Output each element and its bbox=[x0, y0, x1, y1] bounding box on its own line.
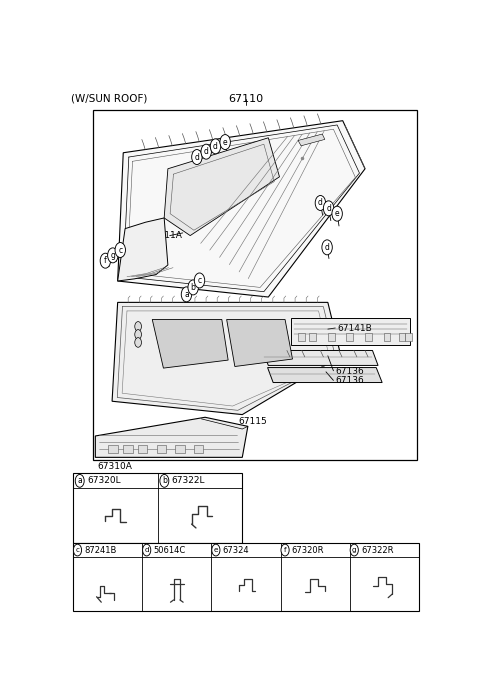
Text: d: d bbox=[318, 198, 323, 208]
Text: d: d bbox=[326, 204, 331, 213]
Circle shape bbox=[281, 544, 289, 556]
Bar bbox=[108, 445, 118, 453]
Circle shape bbox=[181, 287, 192, 302]
Circle shape bbox=[108, 248, 118, 263]
Text: 50614C: 50614C bbox=[154, 545, 186, 555]
Polygon shape bbox=[96, 417, 248, 457]
Polygon shape bbox=[290, 319, 410, 345]
Text: g: g bbox=[110, 251, 115, 260]
Circle shape bbox=[143, 544, 151, 556]
Circle shape bbox=[135, 321, 142, 331]
Polygon shape bbox=[118, 218, 168, 281]
Text: 67324: 67324 bbox=[223, 545, 249, 555]
Text: 67322R: 67322R bbox=[361, 545, 394, 555]
Circle shape bbox=[220, 135, 230, 149]
Text: 67136: 67136 bbox=[335, 367, 364, 376]
Polygon shape bbox=[118, 121, 365, 297]
Circle shape bbox=[210, 139, 221, 154]
Bar bbox=[73, 473, 242, 543]
Circle shape bbox=[324, 201, 334, 216]
Text: b: b bbox=[162, 476, 167, 485]
Circle shape bbox=[192, 149, 202, 164]
Text: g: g bbox=[352, 547, 357, 553]
Circle shape bbox=[135, 330, 142, 339]
Bar bbox=[175, 445, 185, 453]
Polygon shape bbox=[263, 350, 378, 366]
Circle shape bbox=[350, 544, 359, 556]
Text: 67310A: 67310A bbox=[97, 462, 132, 471]
Circle shape bbox=[315, 196, 325, 210]
Text: 67322L: 67322L bbox=[172, 476, 205, 485]
Text: e: e bbox=[335, 209, 339, 218]
Circle shape bbox=[332, 206, 342, 221]
Text: c: c bbox=[197, 276, 202, 285]
Bar bbox=[398, 333, 405, 341]
Text: 67115: 67115 bbox=[239, 416, 267, 425]
Text: e: e bbox=[214, 547, 218, 553]
Bar bbox=[405, 333, 412, 341]
Circle shape bbox=[75, 475, 84, 487]
Circle shape bbox=[212, 544, 220, 556]
Text: a: a bbox=[184, 290, 189, 299]
Bar bbox=[365, 333, 372, 341]
Text: a: a bbox=[77, 476, 82, 485]
Text: 67320L: 67320L bbox=[87, 476, 121, 485]
Polygon shape bbox=[267, 368, 382, 382]
Polygon shape bbox=[112, 303, 341, 414]
Bar bbox=[156, 445, 166, 453]
Bar bbox=[94, 110, 417, 460]
Bar bbox=[347, 333, 353, 341]
Text: 67141B: 67141B bbox=[337, 323, 372, 332]
Text: b: b bbox=[191, 283, 196, 292]
Circle shape bbox=[160, 475, 169, 487]
Text: 67320R: 67320R bbox=[292, 545, 324, 555]
Text: 67111A: 67111A bbox=[147, 231, 182, 240]
Text: d: d bbox=[144, 547, 149, 553]
Circle shape bbox=[201, 144, 211, 159]
Text: c: c bbox=[75, 547, 80, 553]
Bar bbox=[298, 333, 305, 341]
Polygon shape bbox=[164, 138, 279, 235]
Bar bbox=[138, 445, 147, 453]
Bar bbox=[123, 445, 132, 453]
Text: f: f bbox=[284, 547, 286, 553]
Text: d: d bbox=[324, 243, 330, 252]
Bar bbox=[384, 333, 390, 341]
Bar bbox=[73, 543, 419, 611]
Circle shape bbox=[100, 253, 110, 268]
Polygon shape bbox=[298, 134, 325, 146]
Circle shape bbox=[73, 544, 82, 556]
Circle shape bbox=[194, 273, 204, 288]
Circle shape bbox=[322, 240, 332, 255]
Circle shape bbox=[115, 242, 125, 257]
Bar bbox=[328, 333, 335, 341]
Text: e: e bbox=[223, 137, 228, 146]
Text: c: c bbox=[118, 246, 122, 255]
Bar bbox=[194, 445, 203, 453]
Text: f: f bbox=[104, 256, 107, 265]
Bar bbox=[309, 333, 316, 341]
Text: (W/SUN ROOF): (W/SUN ROOF) bbox=[71, 94, 147, 104]
Circle shape bbox=[188, 280, 198, 295]
Text: 67110: 67110 bbox=[228, 94, 264, 104]
Circle shape bbox=[135, 338, 142, 347]
Text: 87241B: 87241B bbox=[84, 545, 117, 555]
Polygon shape bbox=[227, 319, 292, 366]
Text: d: d bbox=[204, 147, 209, 156]
Text: 67136: 67136 bbox=[335, 376, 364, 385]
Text: d: d bbox=[213, 142, 218, 151]
Text: d: d bbox=[194, 153, 199, 162]
Polygon shape bbox=[152, 319, 228, 368]
